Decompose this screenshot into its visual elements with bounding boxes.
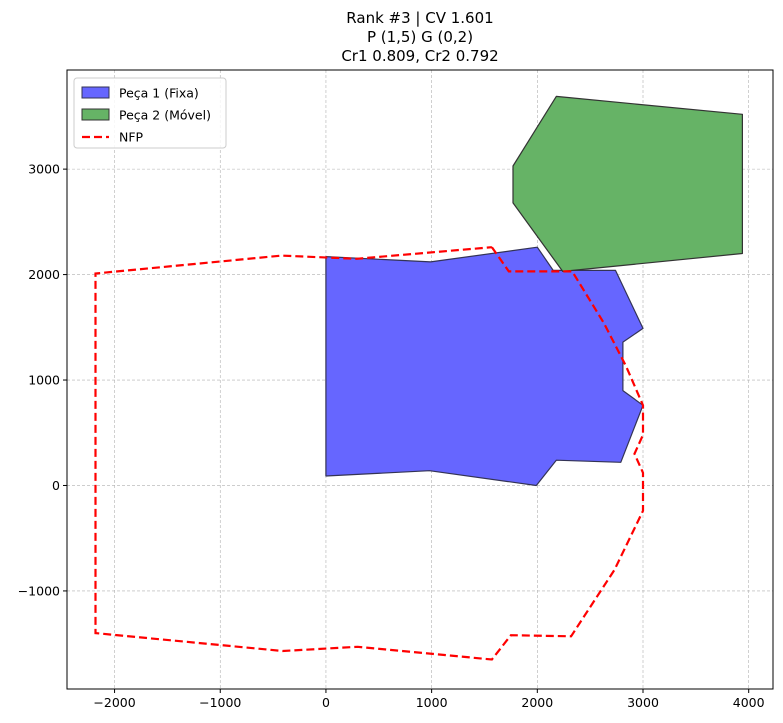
legend-label: Peça 1 (Fixa) (119, 86, 199, 101)
legend-swatch (81, 86, 110, 99)
y-tick-label: 2000 (28, 267, 60, 282)
legend-label: NFP (119, 130, 144, 145)
axes-frame (66, 69, 774, 690)
axis-ticks: −2000 −1000 0 1000 2000 3000 4000 −1000 0 1000 200… (18, 162, 765, 710)
y-tick-label: 1000 (28, 373, 60, 388)
y-tick-label: 3000 (28, 162, 60, 177)
legend: Peça 1 (Fixa) Peça 2 (Móvel) NFP (73, 77, 227, 149)
x-tick-label: −2000 (93, 695, 135, 710)
x-tick-label: −1000 (199, 695, 241, 710)
polygon-piece-2 (512, 95, 744, 272)
x-tick-label: 2000 (521, 695, 553, 710)
chart-title-line: P (1,5) G (0,2) (367, 28, 473, 46)
chart-title-line: Cr1 0.809, Cr2 0.792 (341, 47, 498, 65)
chart-title-line: Rank #3 | CV 1.601 (346, 9, 493, 27)
y-tick-label: 0 (52, 478, 60, 493)
x-tick-label: 1000 (416, 695, 448, 710)
legend-swatch (81, 108, 110, 121)
x-tick-label: 0 (322, 695, 330, 710)
legend-box (73, 77, 227, 149)
plot-series (94, 95, 744, 661)
polygon-piece-1 (325, 246, 644, 487)
nfp-line (94, 246, 645, 661)
y-tick-label: −1000 (18, 583, 60, 598)
x-tick-label: 4000 (733, 695, 765, 710)
x-tick-label: 3000 (627, 695, 659, 710)
legend-label: Peça 2 (Móvel) (119, 108, 211, 123)
